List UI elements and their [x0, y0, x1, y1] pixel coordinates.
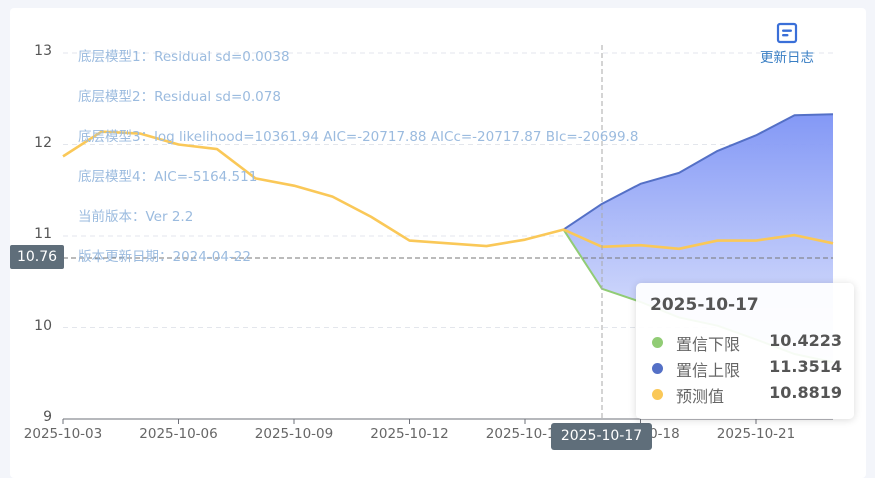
x-tick-label: 2025-10-06	[139, 426, 218, 442]
x-tick-label: 2025-10-15	[485, 426, 565, 442]
x-tick-label: 2025-10-03	[23, 426, 103, 442]
x-tick-label: 2025-10-09	[254, 426, 334, 442]
y-tick-label: 10	[34, 317, 52, 334]
document-list-icon	[776, 22, 798, 44]
lower-dot-icon	[652, 337, 663, 348]
info-update-date: 版本更新日期：2024-04-22	[78, 249, 251, 265]
y-pointer-label: 10.76	[10, 245, 64, 269]
tooltip-row-lower: 置信下限 10.4223	[650, 331, 842, 354]
tooltip-row-forecast: 预测值 10.8819	[650, 383, 842, 406]
changelog-button[interactable]: 更新日志	[752, 22, 822, 66]
x-tick-label: 2025-10-12	[370, 426, 449, 442]
forecast-dot-icon	[652, 389, 663, 400]
tooltip-row-upper: 置信上限 11.3514	[650, 357, 842, 380]
info-model-4: 底层模型4：AIC=-5164.511	[78, 169, 258, 185]
changelog-label: 更新日志	[760, 50, 814, 66]
y-tick-label: 11	[34, 226, 52, 242]
y-tick-label: 12	[34, 134, 52, 151]
info-model-1: 底层模型1：Residual sd=0.0038	[78, 49, 290, 65]
tooltip-title: 2025-10-17	[650, 295, 759, 315]
y-tick-label: 13	[34, 43, 52, 59]
chart-tooltip: 2025-10-17 置信下限 10.4223 置信上限 11.3514 预测值…	[636, 283, 854, 419]
info-version: 当前版本：Ver 2.2	[78, 209, 194, 225]
info-model-2: 底层模型2：Residual sd=0.078	[78, 89, 281, 105]
axis-pointer-lines	[63, 45, 833, 419]
info-model-3: 底层模型3：log likelihood=10361.94 AIC=-20717…	[78, 129, 639, 145]
upper-dot-icon	[652, 363, 663, 374]
x-axis	[62, 418, 833, 424]
x-tick-label: 2025-10-21	[716, 426, 796, 442]
y-tick-label: 9	[43, 409, 52, 425]
x-pointer-label: 2025-10-17	[551, 423, 652, 450]
